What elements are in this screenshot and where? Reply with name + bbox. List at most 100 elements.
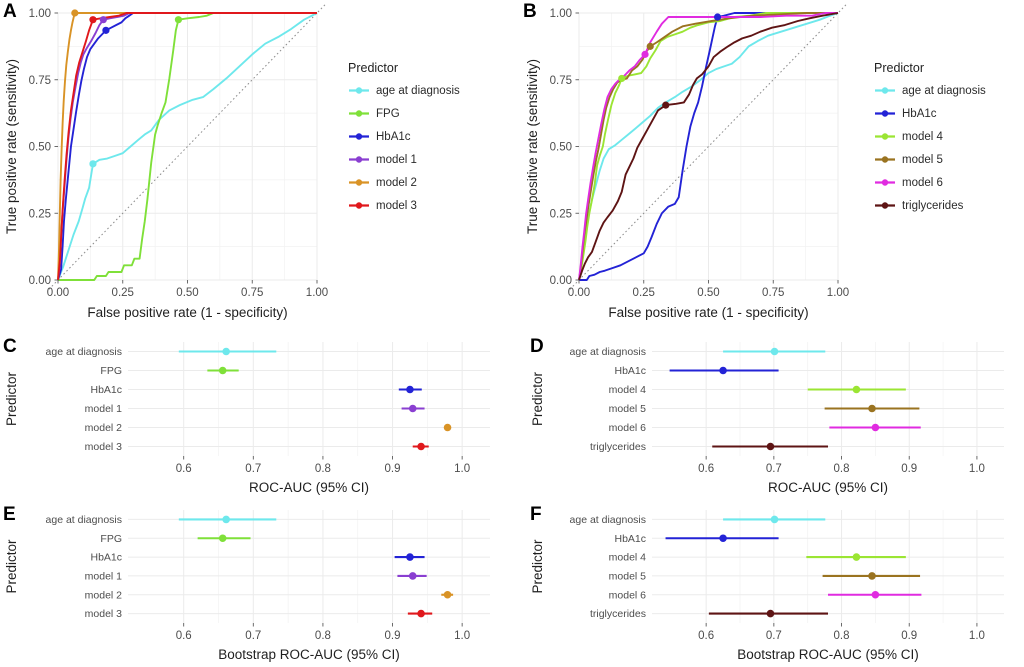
- legend-item-model-4[interactable]: model 4: [872, 129, 992, 149]
- point-estimate-age-at-diagnosis: [222, 515, 230, 524]
- y-tick-label: 0.25: [550, 208, 572, 220]
- legend-item-age-at-diagnosis[interactable]: age at diagnosis: [346, 83, 466, 103]
- category-label: model 1: [85, 403, 123, 415]
- forest-row: [401, 404, 425, 413]
- forest-row: [197, 534, 251, 543]
- point-estimate-model-4: [852, 385, 861, 394]
- x-tick-label: 1.0: [969, 463, 985, 475]
- x-tick-label: 0.00: [568, 287, 590, 299]
- x-tick-label: 0.8: [315, 463, 331, 475]
- optimal-cutpoint-marker-FPG: [174, 16, 183, 24]
- legend-item-age-at-diagnosis[interactable]: age at diagnosis: [872, 83, 992, 103]
- category-label: age at diagnosis: [570, 514, 646, 526]
- roc-curve-model-6: [578, 12, 838, 281]
- plot-background: [652, 510, 1004, 623]
- point-estimate-FPG: [218, 534, 227, 543]
- x-tick-label: 0.8: [834, 630, 850, 642]
- legend-item-HbA1c[interactable]: HbA1c: [346, 129, 466, 149]
- panel-letter-c: C: [3, 336, 17, 357]
- forest-row: [824, 404, 920, 413]
- category-label: model 5: [609, 571, 647, 583]
- legend-key-point: [355, 179, 363, 186]
- point-estimate-model-1: [408, 404, 417, 413]
- y-tick-label: 0.00: [29, 275, 51, 287]
- category-label: model 4: [609, 552, 647, 564]
- forest-row: [807, 385, 906, 394]
- forest-row: [397, 572, 427, 580]
- legend-item-label: model 3: [376, 200, 417, 212]
- x-tick-label: 0.8: [834, 463, 850, 475]
- roc-curve-HbA1c: [57, 12, 317, 281]
- optimal-cutpoint-marker-model-2: [71, 9, 79, 17]
- x-tick-label: 0.9: [385, 630, 401, 642]
- panel-d-plot-area: [652, 342, 1004, 456]
- legend-item-model-3[interactable]: model 3: [346, 198, 466, 218]
- forest-row: [806, 553, 906, 561]
- optimal-cutpoint-marker-model-4: [618, 74, 626, 83]
- optimal-cutpoint-marker-HbA1c: [102, 26, 110, 34]
- forest-row: [412, 442, 429, 451]
- legend-key-point: [881, 110, 889, 117]
- plot-background: [128, 510, 490, 623]
- point-estimate-model-2: [443, 423, 452, 432]
- legend-item-label: HbA1c: [902, 108, 937, 120]
- legend-item-HbA1c[interactable]: HbA1c: [872, 106, 992, 126]
- legend-item-model-2[interactable]: model 2: [346, 175, 466, 195]
- optimal-cutpoint-marker-HbA1c: [713, 13, 722, 21]
- panel-letter-d: D: [530, 336, 544, 357]
- plot-background: [128, 342, 490, 456]
- forest-row: [178, 515, 277, 524]
- legend-item-model-6[interactable]: model 6: [872, 175, 992, 195]
- y-axis-title: Predictor: [530, 371, 545, 426]
- category-label: model 2: [85, 589, 123, 601]
- y-axis-title: Predictor: [530, 539, 545, 594]
- point-estimate-HbA1c: [406, 385, 414, 394]
- y-axis-title: True positive rate (sensitivity): [525, 59, 540, 234]
- legend-item-triglycerides[interactable]: triglycerides: [872, 198, 992, 218]
- legend-item-label: FPG: [376, 108, 400, 120]
- legend-item-model-1[interactable]: model 1: [346, 152, 466, 172]
- forest-row: [822, 572, 921, 580]
- forest-row: [829, 423, 921, 432]
- point-estimate-model-6: [871, 423, 880, 432]
- panel-letter-e: E: [3, 504, 16, 525]
- panel-e-plot-area: [128, 510, 490, 623]
- legend-item-hit-area[interactable]: [346, 106, 466, 126]
- optimal-cutpoint-marker-model-1: [99, 16, 107, 24]
- y-tick-label: 1.00: [29, 8, 51, 20]
- plot-background: [652, 342, 1004, 456]
- point-estimate-age-at-diagnosis: [770, 347, 779, 356]
- panel-e: age at diagnosis FPG HbA1c model 1 model 2 mo…: [3, 504, 490, 662]
- x-tick-label: 0.7: [245, 463, 261, 475]
- optimal-cutpoint-marker-triglycerides: [662, 101, 670, 109]
- optimal-cutpoint-marker-model-3: [89, 16, 97, 24]
- roc-curve-model-3: [57, 12, 317, 281]
- x-tick-label: 0.25: [633, 287, 655, 299]
- legend-item-label: triglycerides: [902, 200, 964, 212]
- legend-item-model-5[interactable]: model 5: [872, 152, 992, 172]
- x-tick-label: 0.75: [241, 287, 263, 299]
- category-label: model 6: [609, 589, 647, 601]
- point-estimate-model-3: [417, 442, 425, 451]
- legend-title: Predictor: [348, 61, 398, 75]
- category-label: HbA1c: [614, 365, 646, 377]
- category-label: FPG: [100, 365, 122, 377]
- forest-row: [712, 442, 828, 451]
- legend-title: Predictor: [874, 61, 924, 75]
- x-tick-label: 0.6: [176, 463, 192, 475]
- category-label: model 2: [85, 422, 123, 434]
- panel-f-plot-area: [652, 510, 1004, 623]
- legend-key-point: [881, 179, 889, 186]
- point-estimate-HbA1c: [719, 366, 727, 375]
- optimal-cutpoint-marker-age-at-diagnosis: [89, 160, 97, 168]
- legend-item-FPG[interactable]: FPG: [346, 106, 466, 126]
- x-tick-label: 0.25: [112, 287, 134, 299]
- forest-row: [723, 515, 826, 524]
- x-tick-label: 0.6: [176, 630, 192, 642]
- legend-item-label: HbA1c: [376, 131, 411, 143]
- optimal-cutpoint-marker-model-6: [641, 50, 649, 58]
- legend-item-label: model 5: [902, 154, 943, 166]
- panel-c: age at diagnosis FPG HbA1c model 1 model 2 mo…: [3, 336, 490, 495]
- category-label: model 3: [85, 608, 123, 620]
